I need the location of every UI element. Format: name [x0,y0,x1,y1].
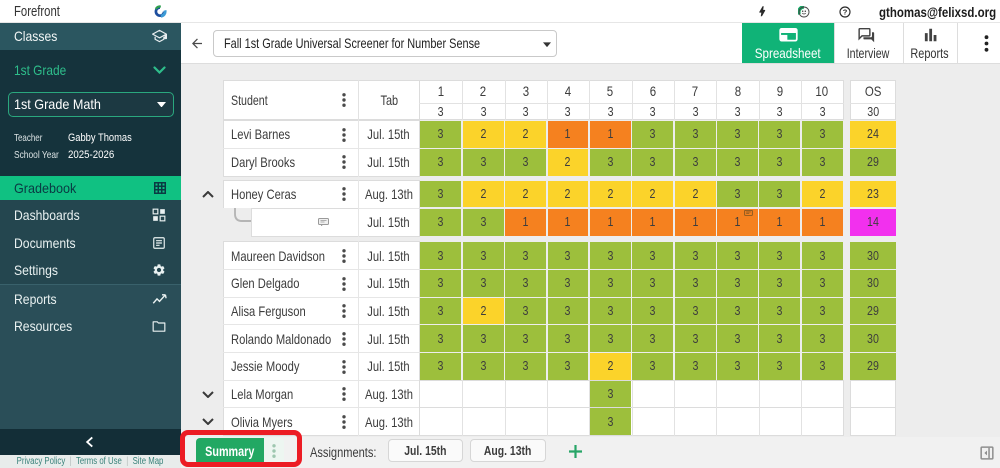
svg-text:?: ? [843,7,848,16]
